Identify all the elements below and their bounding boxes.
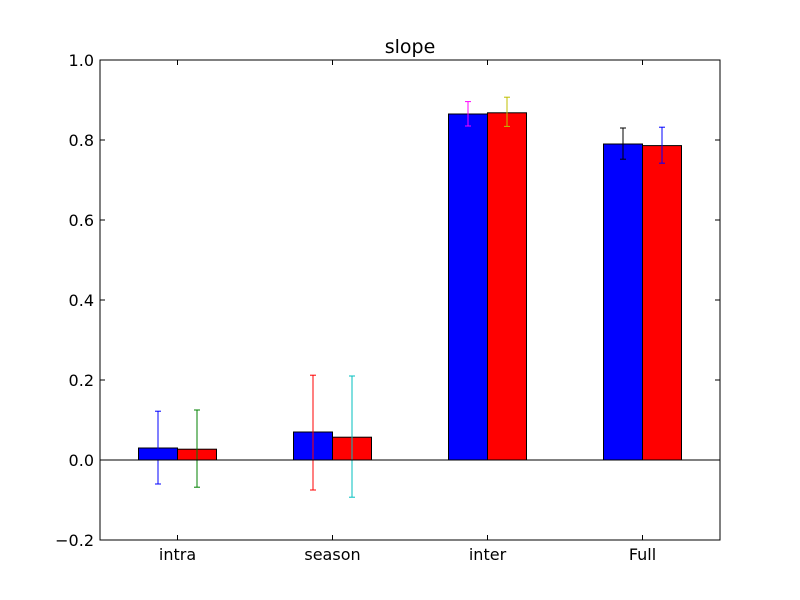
y-tick-label: 0.0 [69,451,94,470]
x-tick-label-season: season [304,545,360,564]
x-tick-label-intra: intra [159,545,196,564]
error-bar-s1-intra [155,410,161,485]
y-tick-label: 1.0 [69,51,94,70]
y-tick-label: −0.2 [55,531,94,550]
error-bars-layer [155,96,665,498]
y-tick-label: 0.8 [69,131,94,150]
error-bar-s1-full [620,127,626,160]
error-bar-s2-season [349,375,355,498]
bars-layer [138,112,682,461]
error-bar-s2-inter [504,96,510,127]
x-tick-label-full: Full [629,545,656,564]
bar-s1-full [603,143,643,461]
y-tick-label: 0.6 [69,211,94,230]
x-tick-label-inter: inter [469,545,507,564]
error-bar-s1-inter [465,101,471,127]
chart-title: slope [385,36,436,58]
error-bar-s1-season [310,374,316,491]
bar-s2-inter [487,112,527,461]
y-tick-label: 0.4 [69,291,94,310]
error-bar-s2-full [659,126,665,164]
ticks-layer: −0.2 0.0 0.2 0.4 0.6 0.8 1.0 intra season inter Fu… [55,51,720,564]
plot-frame [99,59,721,541]
error-bar-s2-intra [194,409,200,488]
bar-s1-inter [448,113,488,461]
bar-s2-full [642,145,682,461]
y-tick-label: 0.2 [69,371,94,390]
